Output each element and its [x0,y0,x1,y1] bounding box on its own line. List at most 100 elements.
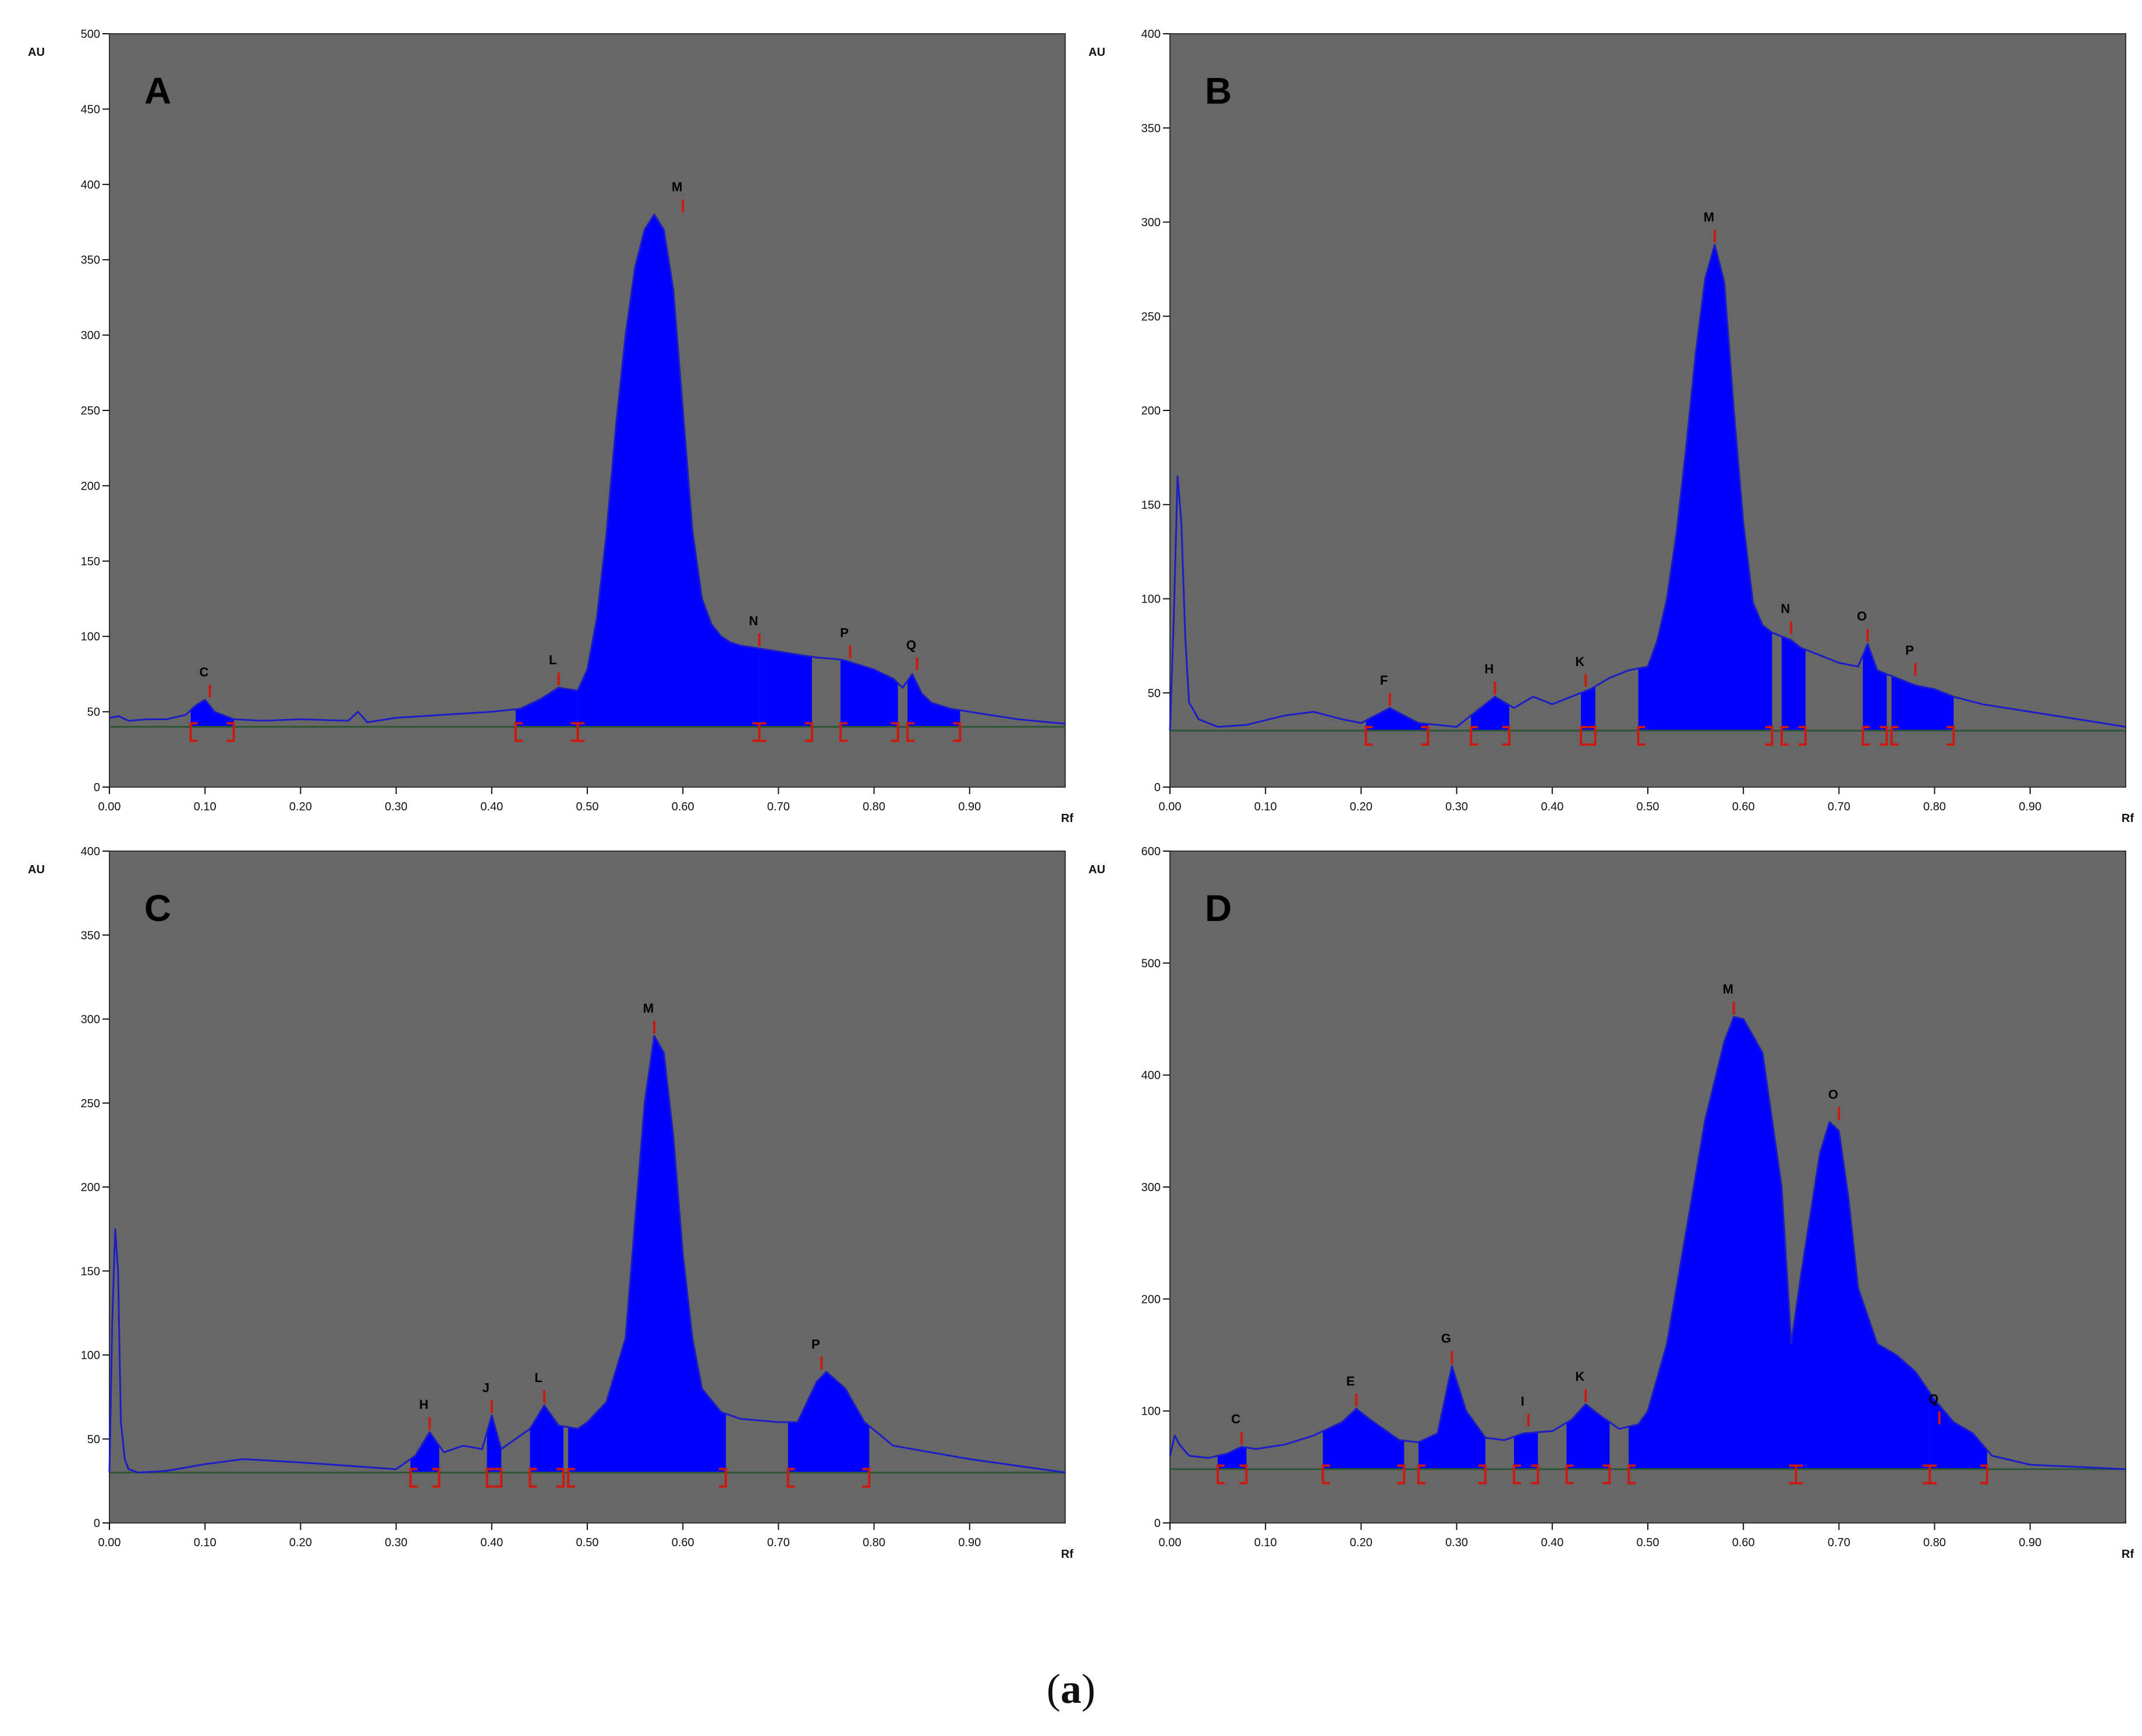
peak-label-i: I [1521,1394,1524,1408]
x-tick-label: 0.00 [1159,1536,1182,1549]
y-tick-label: 300 [1141,1181,1161,1194]
integration-bracket-j [485,1468,494,1488]
integration-bracket-k [1588,725,1597,746]
integration-bracket-c [1239,1464,1248,1485]
y-tick-label: 150 [1141,499,1161,512]
y-tick-label: 300 [81,1014,100,1026]
panel-label: A [144,70,171,112]
integration-bracket-m [719,1468,728,1488]
panel-label: B [1205,70,1232,112]
y-tick-label: 450 [81,103,100,116]
integration-bracket-m [1627,1464,1636,1485]
x-tick-label: 0.40 [480,800,503,813]
integration-bracket-c [189,722,198,742]
x-tick-label: 0.10 [1254,800,1277,813]
integration-bracket-h [1502,725,1510,746]
x-tick-label: 0.20 [289,800,312,813]
x-tick-label: 0.90 [958,800,981,813]
peak-label-q: Q [906,637,916,652]
integration-bracket-o [1861,725,1870,746]
integration-bracket-p [786,1468,795,1488]
integration-bracket-l [529,1468,537,1488]
x-axis-label: Rf [1061,1548,1073,1561]
y-tick-label: 200 [1141,1293,1161,1306]
y-tick-label: 150 [81,555,100,568]
x-tick-label: 0.90 [2019,800,2041,813]
y-tick-label: 0 [94,781,100,794]
y-tick-label: 250 [81,1097,100,1110]
x-tick-label: 0.40 [1541,1536,1563,1549]
integration-bracket-l [556,1468,565,1488]
integration-bracket-m [1765,725,1774,746]
y-tick-label: 200 [1141,405,1161,417]
peak-label-l: L [534,1370,542,1385]
y-tick-label: 0 [1154,1517,1161,1530]
x-tick-label: 0.40 [480,1536,503,1549]
panel-c: H J L M P 0 50 100 150 200 250 300 350 400 0.00 0.10 0.2… [28,845,1073,1561]
integration-bracket-f [1364,725,1373,746]
peak-label-p: P [811,1337,820,1351]
y-tick-label: 400 [81,179,100,192]
peak-area-e [1322,1408,1405,1469]
integration-bracket-n [804,722,813,742]
x-tick-label: 0.10 [194,800,217,813]
integration-bracket-k [1565,1464,1574,1485]
integration-bracket-c [1217,1464,1225,1485]
plot-area [109,851,1066,1524]
integration-bracket-g [1478,1464,1487,1485]
peak-area-p [788,1372,870,1473]
peak-area-m [568,1036,726,1473]
y-axis-label: AU [1088,863,1105,876]
peak-area-m [577,214,760,727]
x-tick-label: 0.60 [672,800,694,813]
panel-d: C E G I K M O Q 0 100 200 300 400 500 600 0.00 0.10 0.20 0… [1088,845,2134,1561]
x-axis-label: Rf [2122,812,2134,825]
integration-bracket-m [1637,725,1645,746]
x-tick-label: 0.20 [1350,800,1373,813]
x-tick-label: 0.60 [1732,800,1755,813]
x-tick-label: 0.30 [1445,800,1468,813]
peak-label-m: M [643,1001,654,1015]
x-tick-label: 0.60 [672,1536,694,1549]
y-tick-label: 400 [81,845,100,858]
peak-area-o [1796,1122,1930,1469]
integration-bracket-c [226,722,235,742]
y-tick-label: 500 [81,28,100,41]
x-tick-label: 0.10 [194,1536,217,1549]
peak-label-f: F [1380,673,1388,688]
peak-label-c: C [1231,1412,1240,1426]
x-tick-label: 0.30 [385,1536,407,1549]
peak-area-p [841,660,898,727]
integration-bracket-h [409,1468,418,1488]
peak-area-p [1891,676,1954,731]
x-tick-label: 0.70 [767,800,790,813]
integration-bracket-i [1531,1464,1540,1485]
integration-bracket-q [953,722,962,742]
integration-bracket-e [1397,1464,1406,1485]
peak-label-m: M [1704,210,1714,224]
integration-bracket-n [758,722,767,742]
peak-area-c [1218,1447,1247,1469]
integration-bracket-j [494,1468,503,1488]
y-tick-label: 250 [81,405,100,417]
peak-label-e: E [1346,1374,1355,1388]
integration-bracket-i [1513,1464,1522,1485]
x-tick-label: 0.00 [98,1536,121,1549]
peak-label-n: N [1781,601,1790,616]
y-tick-label: 100 [81,630,100,643]
x-tick-label: 0.20 [1350,1536,1373,1549]
densitogram-trace [108,1034,1066,1473]
y-tick-label: 350 [1141,122,1161,135]
x-tick-label: 0.50 [1637,1536,1659,1549]
peak-label-h: H [1484,662,1494,676]
peak-label-l: L [549,653,556,667]
peak-area-k [1581,686,1595,731]
y-tick-label: 150 [81,1265,100,1278]
densitogram-trace [1169,243,2126,731]
integration-bracket-p [1890,725,1899,746]
y-axis-label: AU [1088,46,1105,59]
integration-bracket-q [906,722,915,742]
x-tick-label: 0.50 [1637,800,1659,813]
y-tick-label: 0 [1154,781,1161,794]
y-axis-label: AU [28,46,45,59]
